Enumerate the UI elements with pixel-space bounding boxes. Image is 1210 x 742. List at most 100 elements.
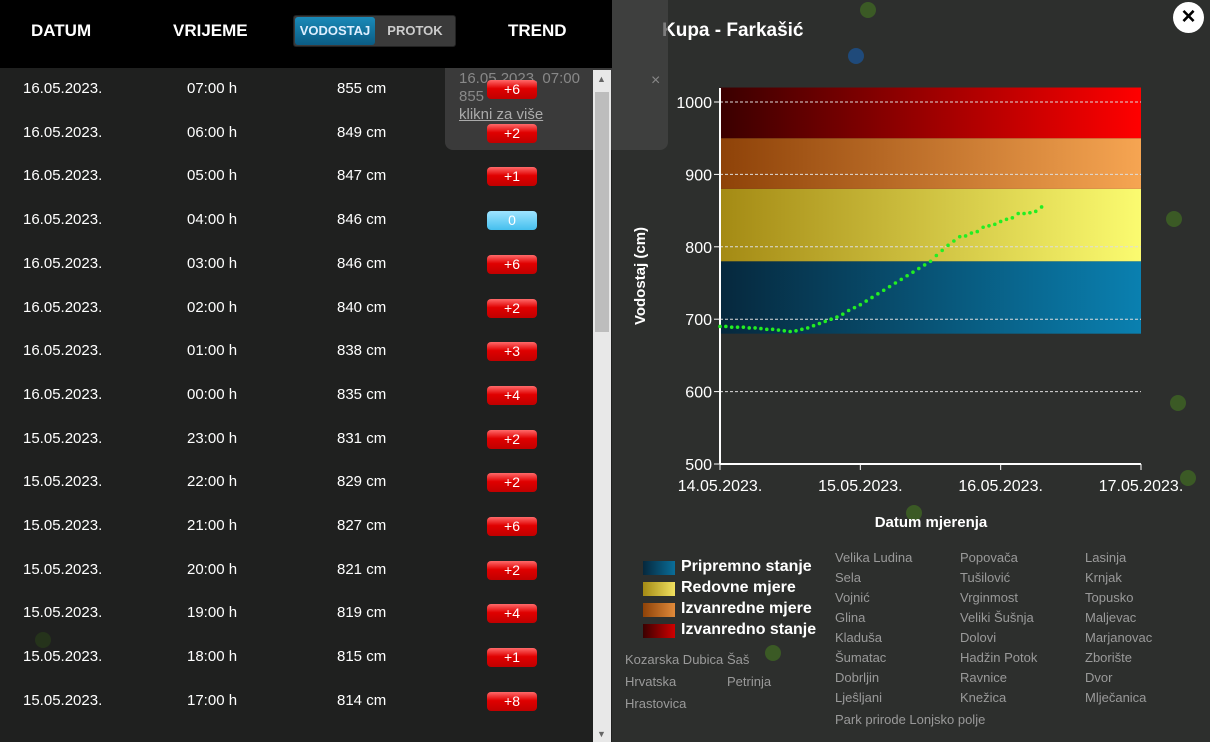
- trend-badge: +8: [487, 691, 537, 711]
- legend-swatch: [643, 624, 675, 638]
- row-date: 15.05.2023.: [23, 604, 103, 622]
- map-label: Ljeŝljani: [835, 690, 882, 705]
- row-level: 819 cm: [337, 604, 387, 622]
- row-time: 21:00 h: [187, 517, 238, 534]
- legend-label: Izvanredno stanje: [681, 621, 817, 638]
- table-body: 16.05.2023. 07:00 h 855 cm +6 16.05.2023. 06:…: [0, 68, 590, 724]
- map-label: Šaš: [727, 652, 750, 667]
- map-label: Knežica: [960, 690, 1007, 705]
- popup-more-link[interactable]: klikni za više: [459, 106, 544, 123]
- close-button[interactable]: ×: [1173, 2, 1204, 33]
- map-label: Lasinja: [1085, 550, 1127, 565]
- table-row[interactable]: 16.05.2023. 06:00 h 849 cm +2: [0, 112, 590, 156]
- row-date: 16.05.2023.: [23, 298, 103, 316]
- legend-label: Pripremno stanje: [681, 558, 812, 575]
- row-level: 814 cm: [337, 691, 387, 709]
- row-date: 16.05.2023.: [23, 167, 103, 185]
- table-row[interactable]: 15.05.2023. 23:00 h 831 cm +2: [0, 418, 590, 462]
- table-row[interactable]: 15.05.2023. 21:00 h 827 cm +6: [0, 505, 590, 549]
- map-label: Sela: [835, 570, 862, 585]
- row-time: 23:00 h: [187, 429, 238, 447]
- table-row[interactable]: 16.05.2023. 03:00 h 846 cm +6: [0, 243, 590, 287]
- trend-badge: +2: [487, 298, 537, 318]
- row-time: 04:00 h: [187, 211, 238, 229]
- trend-badge: +2: [487, 473, 537, 493]
- row-date: 15.05.2023.: [23, 648, 103, 666]
- table-row[interactable]: 15.05.2023. 19:00 h 819 cm +4: [0, 592, 590, 636]
- row-time: 18:00 h: [187, 648, 238, 666]
- table-row[interactable]: 16.05.2023. 00:00 h 835 cm +4: [0, 374, 590, 418]
- row-time: 06:00 h: [187, 123, 238, 141]
- table-row[interactable]: 15.05.2023. 17:00 h 814 cm +8: [0, 680, 590, 724]
- trend-badge: +1: [487, 648, 537, 668]
- station-marker[interactable]: [906, 505, 922, 521]
- row-time: 07:00 h: [187, 80, 238, 97]
- trend-badge: +6: [487, 254, 537, 274]
- station-marker[interactable]: [1170, 395, 1186, 411]
- map-label: Vojnić: [835, 590, 870, 605]
- table-row[interactable]: 16.05.2023. 02:00 h 840 cm +2: [0, 287, 590, 331]
- map-label: Šumatac: [835, 650, 887, 665]
- row-level: 829 cm: [337, 473, 387, 491]
- station-marker[interactable]: [848, 48, 864, 64]
- scroll-down-icon[interactable]: ▼: [597, 729, 606, 739]
- row-time: 02:00 h: [187, 298, 238, 316]
- measure-toggle[interactable]: VODOSTAJ PROTOK: [293, 15, 456, 47]
- toggle-vodostaj[interactable]: VODOSTAJ: [295, 17, 375, 45]
- table-row[interactable]: 16.05.2023. 04:00 h 846 cm 0: [0, 199, 590, 243]
- station-marker[interactable]: [1180, 470, 1196, 486]
- table-row[interactable]: 15.05.2023. 18:00 h 815 cm +1: [0, 636, 590, 680]
- toggle-protok[interactable]: PROTOK: [387, 23, 443, 38]
- row-date: 16.05.2023.: [23, 342, 103, 360]
- legend-swatch: [643, 582, 675, 596]
- column-vrijeme: VRIJEME: [173, 21, 248, 40]
- legend-label: Redovne mjere: [681, 579, 796, 596]
- map-label: Dvor: [1085, 670, 1113, 685]
- row-level: 840 cm: [337, 298, 387, 316]
- table-row[interactable]: 15.05.2023. 22:00 h 829 cm +2: [0, 461, 590, 505]
- trend-badge: +2: [487, 560, 537, 580]
- row-date: 16.05.2023.: [23, 211, 103, 229]
- trend-badge: +3: [487, 342, 537, 362]
- map-label: Marjanovac: [1085, 630, 1153, 645]
- row-time: 19:00 h: [187, 604, 238, 622]
- row-date: 15.05.2023.: [23, 429, 103, 447]
- table-row[interactable]: 16.05.2023. 01:00 h 838 cm +3: [0, 330, 590, 374]
- column-trend: TREND: [508, 21, 567, 40]
- map-label: Hrastovica: [625, 696, 687, 711]
- scrollbar-thumb[interactable]: [595, 92, 609, 332]
- row-date: 15.05.2023.: [23, 560, 103, 578]
- row-level: 855 cm: [337, 80, 387, 97]
- map-label: Tušilović: [960, 570, 1011, 585]
- column-datum: DATUM: [31, 21, 92, 40]
- row-level: 838 cm: [337, 342, 387, 360]
- popup-close-icon[interactable]: ×: [651, 72, 661, 89]
- row-date: 15.05.2023.: [23, 473, 103, 491]
- scrollbar[interactable]: ▲ ▼: [593, 70, 611, 742]
- station-marker[interactable]: [1166, 211, 1182, 227]
- map-label: Park prirode Lonjsko polje: [835, 712, 986, 727]
- map-label: Petrinja: [727, 674, 772, 689]
- station-marker[interactable]: [860, 2, 876, 18]
- map-label: Mlječanica: [1085, 690, 1147, 705]
- map-label: Dolovi: [960, 630, 997, 645]
- row-level: 815 cm: [337, 648, 387, 666]
- scroll-up-icon[interactable]: ▲: [597, 74, 606, 84]
- map-label: Zborište: [1085, 650, 1132, 665]
- station-marker[interactable]: [765, 645, 781, 661]
- table-row[interactable]: 16.05.2023. 05:00 h 847 cm +1: [0, 155, 590, 199]
- legend-swatch: [643, 603, 675, 617]
- map-label: Ravnice: [960, 670, 1007, 685]
- map-label: Krnjak: [1085, 570, 1122, 585]
- row-level: 835 cm: [337, 385, 387, 403]
- table-row[interactable]: 16.05.2023. 07:00 h 855 cm +6: [0, 68, 590, 112]
- map-label: Hadžin Potok: [960, 650, 1038, 665]
- row-date: 16.05.2023.: [23, 254, 103, 272]
- legend-swatch: [643, 561, 675, 575]
- table-row[interactable]: 15.05.2023. 20:00 h 821 cm +2: [0, 549, 590, 593]
- map-label: Popovača: [960, 550, 1018, 565]
- map-label: Veliki Šušnja: [960, 610, 1034, 625]
- row-time: 17:00 h: [187, 691, 238, 709]
- row-time: 05:00 h: [187, 167, 238, 185]
- trend-badge: +6: [487, 80, 537, 99]
